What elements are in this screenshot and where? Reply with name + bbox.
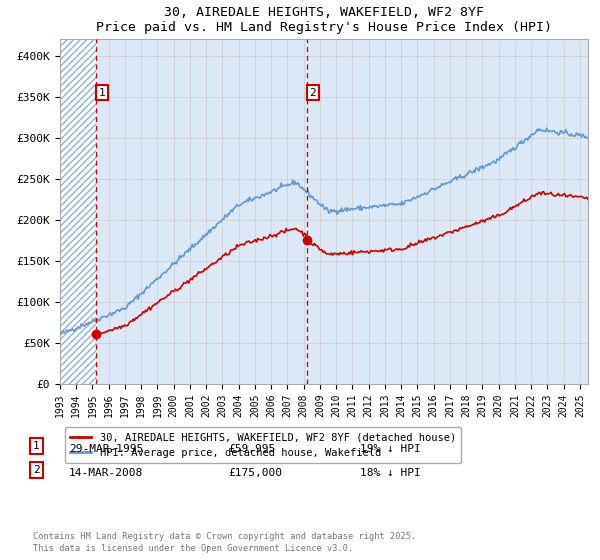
Text: 14-MAR-2008: 14-MAR-2008 <box>69 468 143 478</box>
Polygon shape <box>60 39 96 384</box>
Text: Contains HM Land Registry data © Crown copyright and database right 2025.
This d: Contains HM Land Registry data © Crown c… <box>33 533 416 553</box>
Text: 29-MAR-1995: 29-MAR-1995 <box>69 444 143 454</box>
Text: 18% ↓ HPI: 18% ↓ HPI <box>360 468 421 478</box>
Text: £175,000: £175,000 <box>228 468 282 478</box>
Text: 2: 2 <box>310 87 316 97</box>
Legend: 30, AIREDALE HEIGHTS, WAKEFIELD, WF2 8YF (detached house), HPI: Average price, d: 30, AIREDALE HEIGHTS, WAKEFIELD, WF2 8YF… <box>65 427 461 463</box>
Text: 1: 1 <box>98 87 106 97</box>
Title: 30, AIREDALE HEIGHTS, WAKEFIELD, WF2 8YF
Price paid vs. HM Land Registry's House: 30, AIREDALE HEIGHTS, WAKEFIELD, WF2 8YF… <box>96 6 552 34</box>
Text: 1: 1 <box>33 441 40 451</box>
Text: £59,995: £59,995 <box>228 444 275 454</box>
Text: 19% ↓ HPI: 19% ↓ HPI <box>360 444 421 454</box>
Text: 2: 2 <box>33 465 40 475</box>
